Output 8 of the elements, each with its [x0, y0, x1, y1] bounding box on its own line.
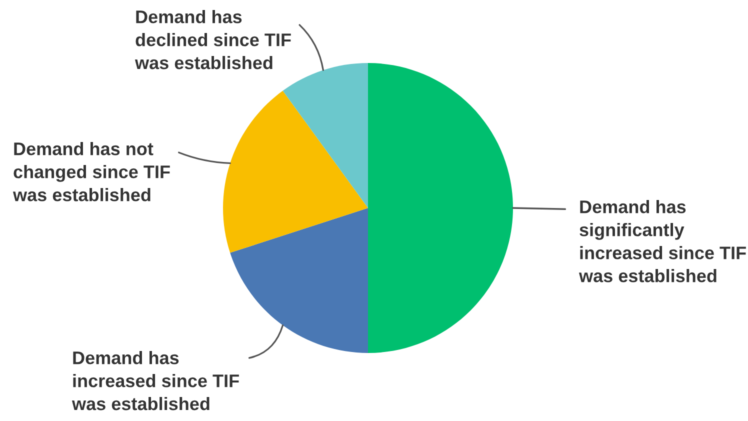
slice-label: Demand has increased since TIF was established	[72, 351, 239, 410]
pie-slice	[230, 208, 368, 353]
pie-slice	[282, 63, 368, 208]
pie-slice	[223, 90, 368, 253]
slice-label: Demand has significantly increased since TIF was established	[578, 200, 746, 282]
slice-label: Demand has declined since TIF was established	[134, 10, 291, 70]
pie-slice	[368, 63, 513, 353]
slice-label: Demand has not changed since TIF was established	[12, 142, 170, 202]
